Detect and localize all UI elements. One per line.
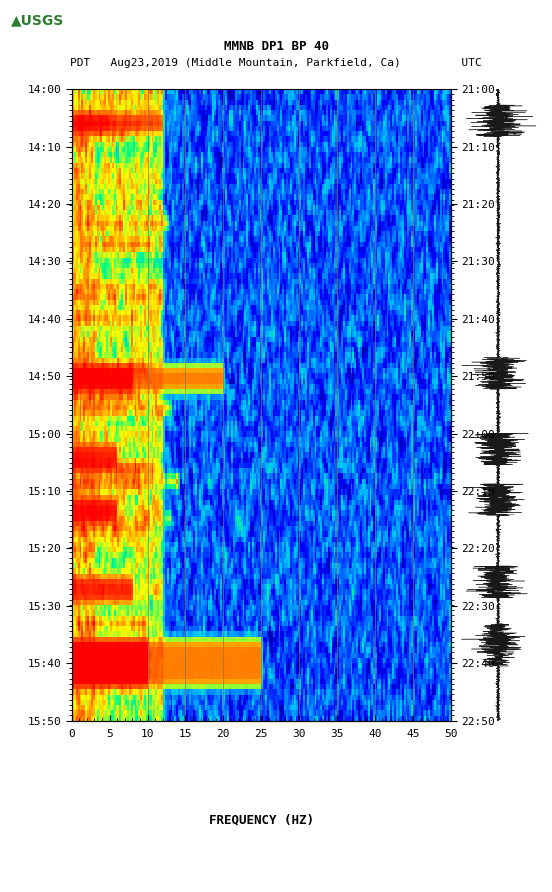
Text: ▲USGS: ▲USGS xyxy=(11,13,64,28)
Text: 25: 25 xyxy=(254,729,268,739)
Text: 10: 10 xyxy=(141,729,154,739)
Text: 30: 30 xyxy=(293,729,306,739)
X-axis label: FREQUENCY (HZ): FREQUENCY (HZ) xyxy=(209,814,314,826)
Text: 20: 20 xyxy=(216,729,230,739)
Text: 35: 35 xyxy=(330,729,344,739)
Text: 50: 50 xyxy=(444,729,458,739)
Text: 5: 5 xyxy=(107,729,113,739)
Text: MMNB DP1 BP 40: MMNB DP1 BP 40 xyxy=(224,40,328,54)
Text: 15: 15 xyxy=(179,729,192,739)
Text: PDT   Aug23,2019 (Middle Mountain, Parkfield, Ca)         UTC: PDT Aug23,2019 (Middle Mountain, Parkfie… xyxy=(70,58,482,68)
Text: 40: 40 xyxy=(368,729,381,739)
Text: 45: 45 xyxy=(406,729,420,739)
Text: 0: 0 xyxy=(68,729,75,739)
